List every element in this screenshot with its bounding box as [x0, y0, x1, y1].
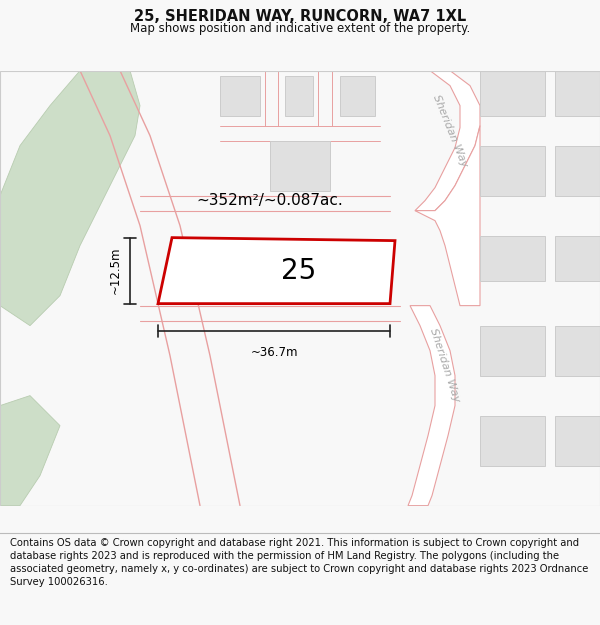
Polygon shape [555, 236, 600, 281]
Polygon shape [270, 141, 330, 191]
Polygon shape [285, 76, 313, 116]
Text: ~36.7m: ~36.7m [250, 346, 298, 359]
Text: Map shows position and indicative extent of the property.: Map shows position and indicative extent… [130, 22, 470, 35]
Polygon shape [400, 71, 480, 211]
Polygon shape [555, 416, 600, 466]
Polygon shape [158, 238, 395, 304]
Polygon shape [480, 146, 545, 196]
Text: ~352m²/~0.087ac.: ~352m²/~0.087ac. [197, 193, 343, 208]
Polygon shape [480, 71, 545, 116]
Text: Sheridan Way: Sheridan Way [428, 328, 461, 404]
Text: Sheridan Way: Sheridan Way [431, 93, 469, 168]
Polygon shape [0, 71, 140, 326]
Polygon shape [0, 396, 60, 506]
Text: ~12.5m: ~12.5m [109, 247, 122, 294]
Polygon shape [555, 71, 600, 116]
Polygon shape [220, 76, 260, 116]
Polygon shape [408, 306, 455, 506]
Polygon shape [480, 416, 545, 466]
Text: Contains OS data © Crown copyright and database right 2021. This information is : Contains OS data © Crown copyright and d… [10, 538, 588, 588]
Polygon shape [480, 236, 545, 281]
Polygon shape [415, 126, 480, 306]
Text: 25: 25 [281, 258, 316, 286]
Text: 25, SHERIDAN WAY, RUNCORN, WA7 1XL: 25, SHERIDAN WAY, RUNCORN, WA7 1XL [134, 9, 466, 24]
Polygon shape [480, 326, 545, 376]
Polygon shape [340, 76, 375, 116]
Polygon shape [555, 326, 600, 376]
Polygon shape [555, 146, 600, 196]
